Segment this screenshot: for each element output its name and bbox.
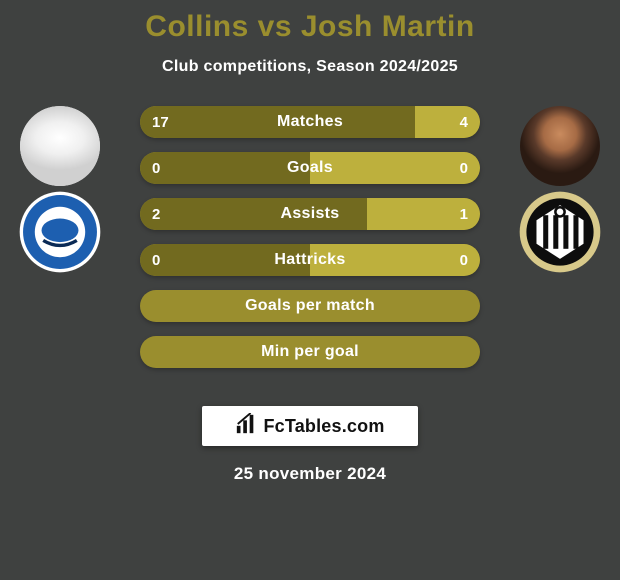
bar-left-value: 2 [152, 206, 160, 223]
bar-right-value: 4 [460, 114, 468, 131]
comparison-row: 00Goals [140, 152, 480, 184]
bar-label: Goals per match [140, 297, 480, 315]
comparison-row: Goals per match [140, 290, 480, 322]
fctables-icon [235, 413, 257, 440]
bar-right-value: 0 [460, 160, 468, 177]
bar-right-value: 1 [460, 206, 468, 223]
bar-left-segment: 0 [140, 244, 310, 276]
player-right-club-badge [518, 190, 602, 274]
bar-right-segment: 1 [367, 198, 480, 230]
bar-right-segment: 4 [415, 106, 480, 138]
bar-left-value: 0 [152, 160, 160, 177]
comparison-row: Min per goal [140, 336, 480, 368]
bar-right-segment: 0 [310, 244, 480, 276]
comparison-area: 174Matches00Goals21Assists00HattricksGoa… [0, 106, 620, 406]
comparison-row: 174Matches [140, 106, 480, 138]
comparison-row: 21Assists [140, 198, 480, 230]
bar-right-value: 0 [460, 252, 468, 269]
player-right-avatar [520, 106, 600, 186]
branding-text: FcTables.com [263, 416, 384, 437]
comparison-bars: 174Matches00Goals21Assists00HattricksGoa… [140, 106, 480, 382]
page-title: Collins vs Josh Martin [0, 0, 620, 44]
branding-box: FcTables.com [202, 406, 418, 446]
footer-date: 25 november 2024 [0, 464, 620, 484]
bar-left-value: 0 [152, 252, 160, 269]
bar-left-value: 17 [152, 114, 169, 131]
bar-left-segment: 0 [140, 152, 310, 184]
player-left-avatar [20, 106, 100, 186]
bar-right-segment: 0 [310, 152, 480, 184]
comparison-row: 00Hattricks [140, 244, 480, 276]
bar-left-segment: 17 [140, 106, 415, 138]
player-left-club-badge [18, 190, 102, 274]
page-subtitle: Club competitions, Season 2024/2025 [0, 58, 620, 76]
bar-left-segment: 2 [140, 198, 367, 230]
bar-label: Min per goal [140, 343, 480, 361]
